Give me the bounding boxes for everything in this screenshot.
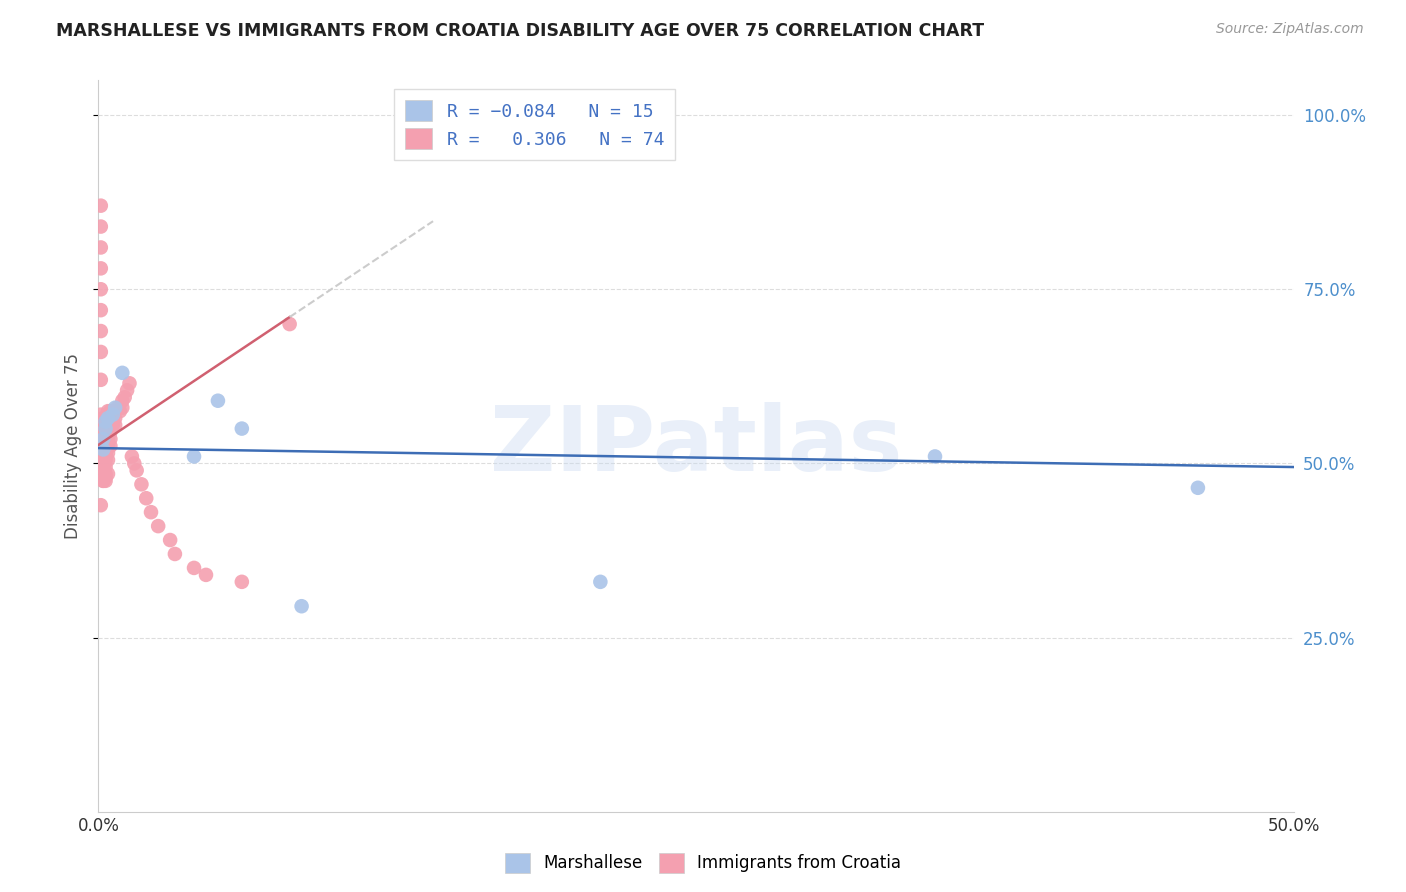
Point [97, 404, 120, 418]
Point [101, 404, 124, 418]
Point [111, 366, 134, 380]
Point [91, 474, 114, 488]
Point [107, 401, 129, 415]
Point [90, 240, 112, 254]
Point [183, 450, 205, 464]
Point [125, 463, 148, 477]
Point [94, 415, 117, 429]
Y-axis label: Disability Age Over 75: Disability Age Over 75 [65, 353, 83, 539]
Point [114, 390, 136, 404]
Point [90, 498, 112, 512]
Point [104, 418, 127, 433]
Point [94, 453, 117, 467]
Point [97, 425, 120, 439]
Point [91, 442, 114, 457]
Point [97, 418, 120, 433]
Point [924, 450, 946, 464]
Point [118, 376, 141, 391]
Point [91, 453, 114, 467]
Point [91, 467, 114, 481]
Point [91, 432, 114, 446]
Point [97, 432, 120, 446]
Point [91, 459, 114, 474]
Point [94, 470, 117, 484]
Point [94, 467, 117, 481]
Point [97, 411, 120, 425]
Point [98, 425, 122, 439]
Point [90, 345, 112, 359]
Point [121, 450, 143, 464]
Point [94, 474, 117, 488]
Point [97, 467, 120, 481]
Point [94, 421, 117, 435]
Point [94, 418, 117, 433]
Point [98, 432, 122, 446]
Point [104, 401, 127, 415]
Point [131, 477, 153, 491]
Point [148, 519, 170, 533]
Point [589, 574, 612, 589]
Point [90, 373, 112, 387]
Point [104, 404, 127, 418]
Point [90, 408, 112, 422]
Point [94, 425, 117, 439]
Point [97, 453, 120, 467]
Point [90, 282, 112, 296]
Point [101, 408, 124, 422]
Point [91, 432, 114, 446]
Text: Source: ZipAtlas.com: Source: ZipAtlas.com [1216, 22, 1364, 37]
Point [291, 599, 314, 614]
Point [97, 411, 120, 425]
Point [91, 411, 114, 425]
Point [124, 457, 146, 471]
Point [90, 219, 112, 234]
Point [101, 411, 124, 425]
Point [90, 303, 112, 318]
Point [104, 411, 127, 425]
Point [90, 199, 112, 213]
Point [97, 446, 120, 460]
Point [91, 439, 114, 453]
Point [195, 567, 218, 582]
Point [278, 317, 301, 331]
Point [135, 491, 157, 506]
Point [231, 421, 253, 435]
Point [98, 411, 122, 425]
Point [231, 574, 253, 589]
Point [139, 505, 162, 519]
Point [90, 324, 112, 338]
Point [115, 384, 138, 398]
Point [97, 439, 120, 453]
Point [108, 404, 131, 418]
Point [98, 439, 122, 453]
Point [159, 533, 181, 547]
Point [90, 261, 112, 276]
Text: MARSHALLESE VS IMMIGRANTS FROM CROATIA DISABILITY AGE OVER 75 CORRELATION CHART: MARSHALLESE VS IMMIGRANTS FROM CROATIA D… [56, 22, 984, 40]
Point [163, 547, 186, 561]
Point [94, 446, 117, 460]
Point [207, 393, 229, 408]
Point [111, 393, 134, 408]
Point [94, 459, 117, 474]
Point [94, 432, 117, 446]
Point [111, 401, 134, 415]
Point [98, 404, 122, 418]
Point [91, 425, 114, 439]
Legend: R = −0.084   N = 15, R =   0.306   N = 74: R = −0.084 N = 15, R = 0.306 N = 74 [394, 89, 675, 160]
Point [94, 439, 117, 453]
Point [94, 411, 117, 425]
Legend: Marshallese, Immigrants from Croatia: Marshallese, Immigrants from Croatia [498, 847, 908, 880]
Point [91, 446, 114, 460]
Point [91, 418, 114, 433]
Point [183, 561, 205, 575]
Point [101, 418, 124, 433]
Point [1187, 481, 1209, 495]
Point [91, 474, 114, 488]
Point [98, 418, 122, 433]
Text: ZIPatlas: ZIPatlas [489, 402, 903, 490]
